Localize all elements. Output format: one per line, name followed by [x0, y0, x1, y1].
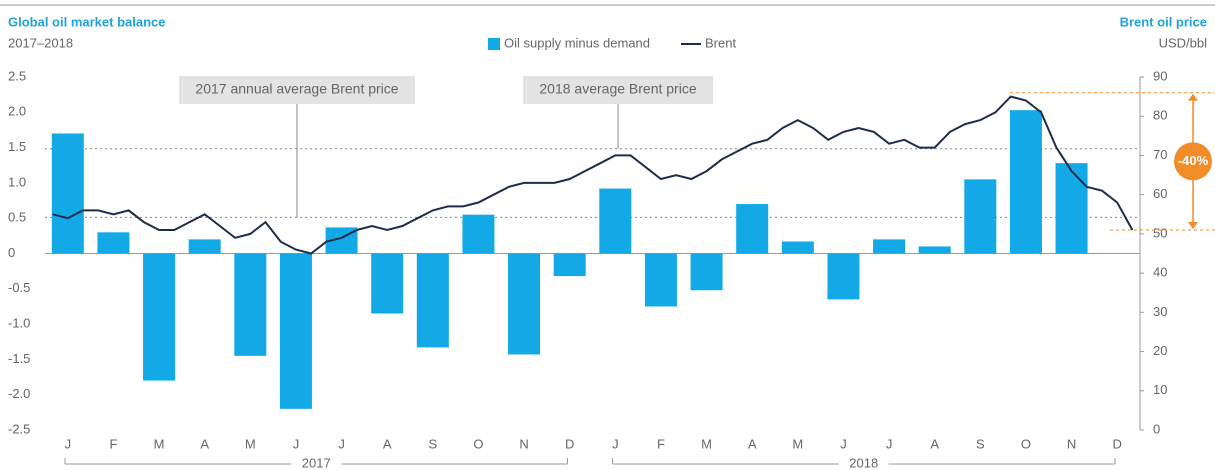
chart-title: Global oil market balance	[8, 14, 166, 29]
y-tick-label: 1.5	[8, 139, 26, 154]
x-tick-label: A	[748, 436, 757, 451]
x-tick-label: J	[840, 436, 847, 451]
y-tick-label: 2.0	[8, 104, 26, 119]
x-tick-label: O	[1021, 436, 1031, 451]
bar	[234, 253, 267, 356]
change-badge	[1174, 142, 1212, 181]
x-tick-label: S	[428, 436, 437, 451]
x-tick-label: J	[612, 436, 619, 451]
bar	[51, 133, 84, 254]
x-tick-label: F	[109, 436, 117, 451]
bar	[873, 239, 906, 254]
x-tick-label: J	[293, 436, 300, 451]
bar	[416, 253, 449, 348]
bar	[371, 253, 404, 314]
x-tick-label: D	[1112, 436, 1121, 451]
y2-unit: USD/bbl	[1159, 35, 1208, 50]
x-tick-label: O	[473, 436, 483, 451]
bar	[508, 253, 541, 355]
x-tick-label: M	[154, 436, 165, 451]
bar	[827, 253, 860, 300]
y2-tick-label: 70	[1153, 147, 1167, 162]
y-tick-label: -2.0	[8, 386, 30, 401]
y-tick-label: -0.5	[8, 280, 30, 295]
y2-tick-label: 0	[1153, 421, 1160, 436]
bar	[964, 179, 997, 254]
bar	[781, 241, 814, 254]
brent-line	[52, 95, 1134, 255]
bar	[1055, 163, 1088, 254]
year-label: 2018	[849, 455, 878, 470]
x-tick-label: N	[519, 436, 528, 451]
y-tick-label: -2.5	[8, 421, 30, 436]
annotation-box	[523, 76, 713, 104]
bar	[279, 253, 312, 409]
bar	[736, 204, 769, 254]
y-tick-label: -1.5	[8, 351, 30, 366]
y-tick-label: 1.0	[8, 174, 26, 189]
legend-swatch	[488, 38, 500, 50]
bar	[599, 188, 632, 254]
arrow-head	[1188, 93, 1198, 101]
bar	[918, 246, 951, 254]
y2-tick-label: 60	[1153, 186, 1167, 201]
annotation-box	[179, 76, 415, 104]
arrow-head	[1188, 221, 1198, 229]
annotation-text: 2018 average Brent price	[539, 81, 696, 97]
bar	[553, 253, 586, 277]
x-tick-label: S	[976, 436, 985, 451]
x-tick-label: M	[701, 436, 712, 451]
year-label: 2017	[302, 455, 331, 470]
bar	[462, 214, 495, 254]
x-tick-label: M	[245, 436, 256, 451]
bar	[188, 239, 221, 254]
y-tick-label: -1.0	[8, 316, 30, 331]
bar	[1009, 110, 1042, 254]
y-tick-label: 2.5	[8, 68, 26, 83]
change-label: -40%	[1178, 153, 1209, 168]
x-tick-label: M	[792, 436, 803, 451]
y2-tick-label: 30	[1153, 304, 1167, 319]
bar	[143, 253, 176, 381]
x-tick-label: F	[657, 436, 665, 451]
x-tick-label: N	[1067, 436, 1076, 451]
legend-label: Oil supply minus demand	[504, 35, 650, 50]
y2-tick-label: 40	[1153, 265, 1167, 280]
annotation-text: 2017 annual average Brent price	[195, 81, 398, 97]
bar	[644, 253, 677, 307]
chart-subtitle: 2017–2018	[8, 35, 73, 50]
y-tick-label: 0.5	[8, 210, 26, 225]
y2-tick-label: 90	[1153, 68, 1167, 83]
x-tick-label: A	[383, 436, 392, 451]
y-tick-label: 0	[8, 245, 15, 260]
x-tick-label: D	[565, 436, 574, 451]
bar	[97, 232, 130, 254]
y2-title: Brent oil price	[1120, 14, 1207, 29]
x-tick-label: A	[200, 436, 209, 451]
y2-tick-label: 20	[1153, 343, 1167, 358]
bar	[690, 253, 723, 291]
y2-tick-label: 80	[1153, 108, 1167, 123]
x-tick-label: J	[65, 436, 72, 451]
y2-tick-label: 50	[1153, 225, 1167, 240]
x-tick-label: A	[930, 436, 939, 451]
x-tick-label: J	[886, 436, 893, 451]
x-tick-label: J	[338, 436, 345, 451]
legend-label: Brent	[705, 35, 736, 50]
y2-tick-label: 10	[1153, 382, 1167, 397]
